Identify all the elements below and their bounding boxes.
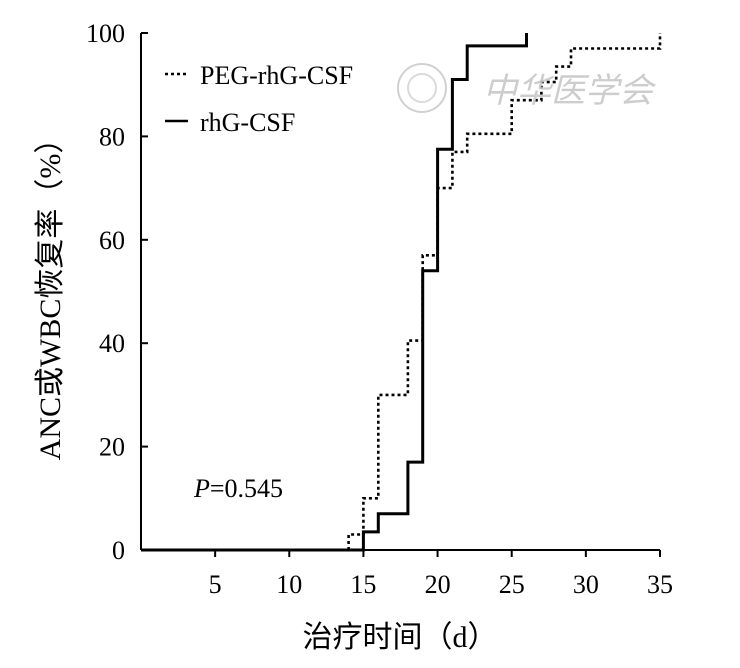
y-tick-label: 20 [99,433,125,462]
x-tick-label: 25 [499,570,525,599]
x-axis-title: 治疗时间（d） [303,621,498,654]
p-value-annotation: P=0.545 [193,474,283,503]
y-axis-title: ANC或WBC恢复率（%） [34,124,67,461]
watermark-seal-icon [398,64,446,112]
y-axis-ticks: 0 20 40 60 80 100 [86,19,148,565]
x-tick-label: 30 [573,570,599,599]
y-tick-label: 40 [99,329,125,358]
x-tick-label: 20 [425,570,451,599]
watermark-text: 中华医学会 [483,71,657,111]
x-tick-label: 15 [350,570,376,599]
y-tick-label: 100 [86,19,125,48]
legend-label-rhg-csf: rhG-CSF [200,108,295,137]
p-value-label: P [193,474,210,503]
x-tick-label: 35 [647,570,673,599]
watermark-seal-inner-icon [408,74,436,102]
p-value-number: =0.545 [210,474,283,503]
legend-label-peg-rhg-csf: PEG-rhG-CSF [200,61,353,90]
x-axis-ticks: 5 10 15 20 25 30 35 [209,550,673,599]
legend: PEG-rhG-CSF rhG-CSF [165,61,353,137]
y-tick-label: 80 [99,122,125,151]
series-line-rhg-csf [141,33,527,550]
watermark: 中华医学会 [398,64,657,112]
x-tick-label: 10 [276,570,302,599]
y-tick-label: 0 [112,536,125,565]
x-tick-label: 5 [209,570,222,599]
y-tick-label: 60 [99,226,125,255]
